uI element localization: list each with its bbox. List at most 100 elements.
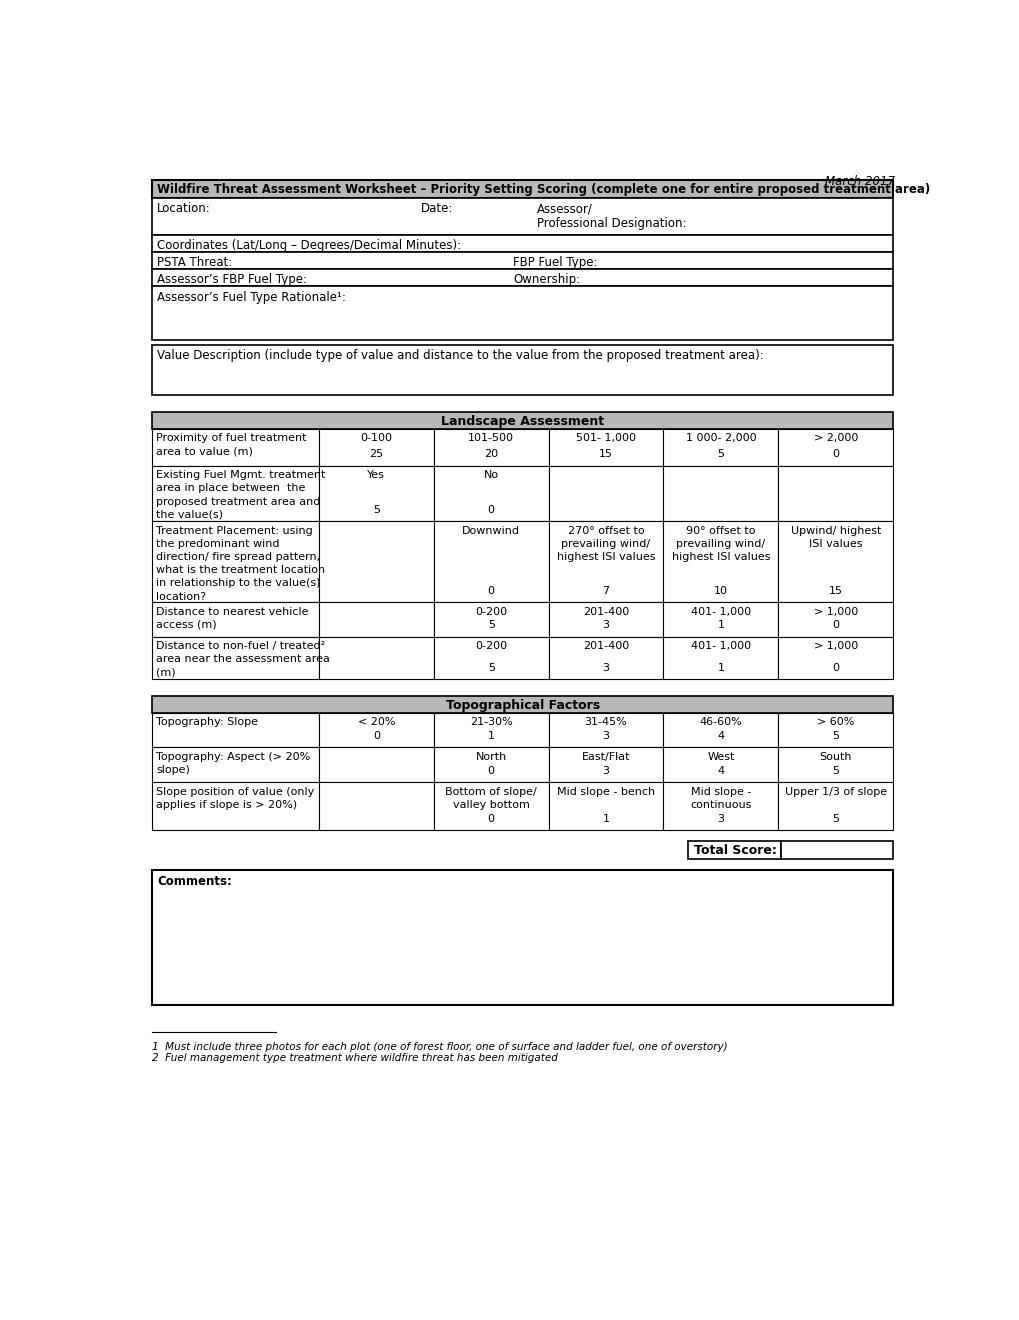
Text: 15: 15 <box>828 586 842 595</box>
Text: Assessor’s Fuel Type Rationale¹:: Assessor’s Fuel Type Rationale¹: <box>157 290 345 304</box>
Bar <box>548 429 662 466</box>
Text: 5: 5 <box>716 450 723 459</box>
Text: 5: 5 <box>832 766 839 776</box>
Bar <box>662 781 777 830</box>
Text: 10: 10 <box>713 586 728 595</box>
Bar <box>152 198 893 235</box>
Bar <box>433 429 548 466</box>
Text: North: North <box>475 752 506 762</box>
Bar <box>152 235 893 252</box>
Bar <box>662 521 777 602</box>
Text: FBP Fuel Type:: FBP Fuel Type: <box>513 256 597 269</box>
Text: Topographical Factors: Topographical Factors <box>445 700 599 711</box>
Text: 4: 4 <box>716 731 723 742</box>
Bar <box>548 466 662 521</box>
Bar <box>433 466 548 521</box>
Bar <box>777 429 893 466</box>
Text: South: South <box>818 752 851 762</box>
Bar <box>152 713 319 747</box>
Text: Coordinates (Lat/Long – Degrees/Decimal Minutes):: Coordinates (Lat/Long – Degrees/Decimal … <box>157 239 461 252</box>
Text: 1: 1 <box>487 731 494 742</box>
Bar <box>319 466 433 521</box>
Text: 3: 3 <box>602 620 609 631</box>
Text: 4: 4 <box>716 766 723 776</box>
Text: 2  Fuel management type treatment where wildfire threat has been mitigated: 2 Fuel management type treatment where w… <box>152 1053 557 1063</box>
Bar <box>777 781 893 830</box>
Text: 5: 5 <box>487 663 494 673</box>
Text: Yes: Yes <box>367 470 385 480</box>
Bar <box>152 286 893 341</box>
Text: 5: 5 <box>832 813 839 824</box>
Text: 3: 3 <box>602 663 609 673</box>
Bar <box>548 713 662 747</box>
Text: 0: 0 <box>832 620 839 631</box>
Text: Comments:: Comments: <box>157 875 231 888</box>
Bar <box>152 521 319 602</box>
Text: 0: 0 <box>832 663 839 673</box>
Text: Location:: Location: <box>157 202 211 215</box>
Text: Topography: Aspect (> 20%
slope): Topography: Aspect (> 20% slope) <box>156 752 310 775</box>
Text: 21-30%: 21-30% <box>470 718 513 727</box>
Text: > 1,000: > 1,000 <box>813 607 857 616</box>
Bar <box>152 870 893 1005</box>
Bar <box>319 602 433 636</box>
Text: 0-100: 0-100 <box>360 433 392 444</box>
Bar <box>319 636 433 678</box>
Bar <box>777 602 893 636</box>
Text: 15: 15 <box>598 450 612 459</box>
Bar <box>662 429 777 466</box>
Text: 501- 1,000: 501- 1,000 <box>576 433 636 444</box>
Text: West: West <box>706 752 734 762</box>
Text: 0-200: 0-200 <box>475 607 506 616</box>
Bar <box>777 636 893 678</box>
Text: 7: 7 <box>602 586 609 595</box>
Bar <box>548 747 662 781</box>
Text: 0: 0 <box>487 586 494 595</box>
Text: Ownership:: Ownership: <box>513 273 580 286</box>
Text: Landscape Assessment: Landscape Assessment <box>441 414 603 428</box>
Text: Assessor’s FBP Fuel Type:: Assessor’s FBP Fuel Type: <box>157 273 307 286</box>
Text: < 20%: < 20% <box>358 718 394 727</box>
Text: Proximity of fuel treatment
area to value (m): Proximity of fuel treatment area to valu… <box>156 433 307 457</box>
Text: March 2017: March 2017 <box>824 176 894 189</box>
Text: > 2,000: > 2,000 <box>813 433 857 444</box>
Text: 0-200: 0-200 <box>475 642 506 651</box>
Bar <box>548 636 662 678</box>
Text: 101-500: 101-500 <box>468 433 514 444</box>
Bar <box>777 521 893 602</box>
Bar <box>662 602 777 636</box>
Bar <box>662 713 777 747</box>
Text: Upwind/ highest
ISI values: Upwind/ highest ISI values <box>790 525 880 549</box>
Text: Value Description (include type of value and distance to the value from the prop: Value Description (include type of value… <box>157 350 763 363</box>
Bar <box>662 636 777 678</box>
Bar <box>433 602 548 636</box>
Bar <box>548 602 662 636</box>
Text: Distance to nearest vehicle
access (m): Distance to nearest vehicle access (m) <box>156 607 309 630</box>
Text: 201-400: 201-400 <box>583 607 629 616</box>
Text: Wildfire Threat Assessment Worksheet – Priority Setting Scoring (complete one fo: Wildfire Threat Assessment Worksheet – P… <box>157 183 929 197</box>
Bar <box>319 713 433 747</box>
Text: 1  Must include three photos for each plot (one of forest floor, one of surface : 1 Must include three photos for each plo… <box>152 1043 728 1052</box>
Text: Bottom of slope/
valley bottom: Bottom of slope/ valley bottom <box>445 787 537 810</box>
Bar <box>152 696 893 713</box>
Bar <box>777 747 893 781</box>
Bar <box>319 781 433 830</box>
Text: 90° offset to
prevailing wind/
highest ISI values: 90° offset to prevailing wind/ highest I… <box>671 525 769 562</box>
Text: Mid slope -
continuous: Mid slope - continuous <box>690 787 751 810</box>
Text: 201-400: 201-400 <box>583 642 629 651</box>
Text: 0: 0 <box>373 731 379 742</box>
Bar <box>662 466 777 521</box>
Text: Downwind: Downwind <box>462 525 520 536</box>
Text: 270° offset to
prevailing wind/
highest ISI values: 270° offset to prevailing wind/ highest … <box>556 525 654 562</box>
Bar <box>777 466 893 521</box>
Text: > 60%: > 60% <box>816 718 854 727</box>
Text: 1: 1 <box>716 663 723 673</box>
Text: 3: 3 <box>716 813 723 824</box>
Text: Mid slope - bench: Mid slope - bench <box>556 787 654 797</box>
Bar <box>152 180 893 198</box>
Text: > 1,000: > 1,000 <box>813 642 857 651</box>
Bar <box>319 521 433 602</box>
Bar <box>687 841 781 859</box>
Text: 401- 1,000: 401- 1,000 <box>690 642 750 651</box>
Text: 0: 0 <box>487 766 494 776</box>
